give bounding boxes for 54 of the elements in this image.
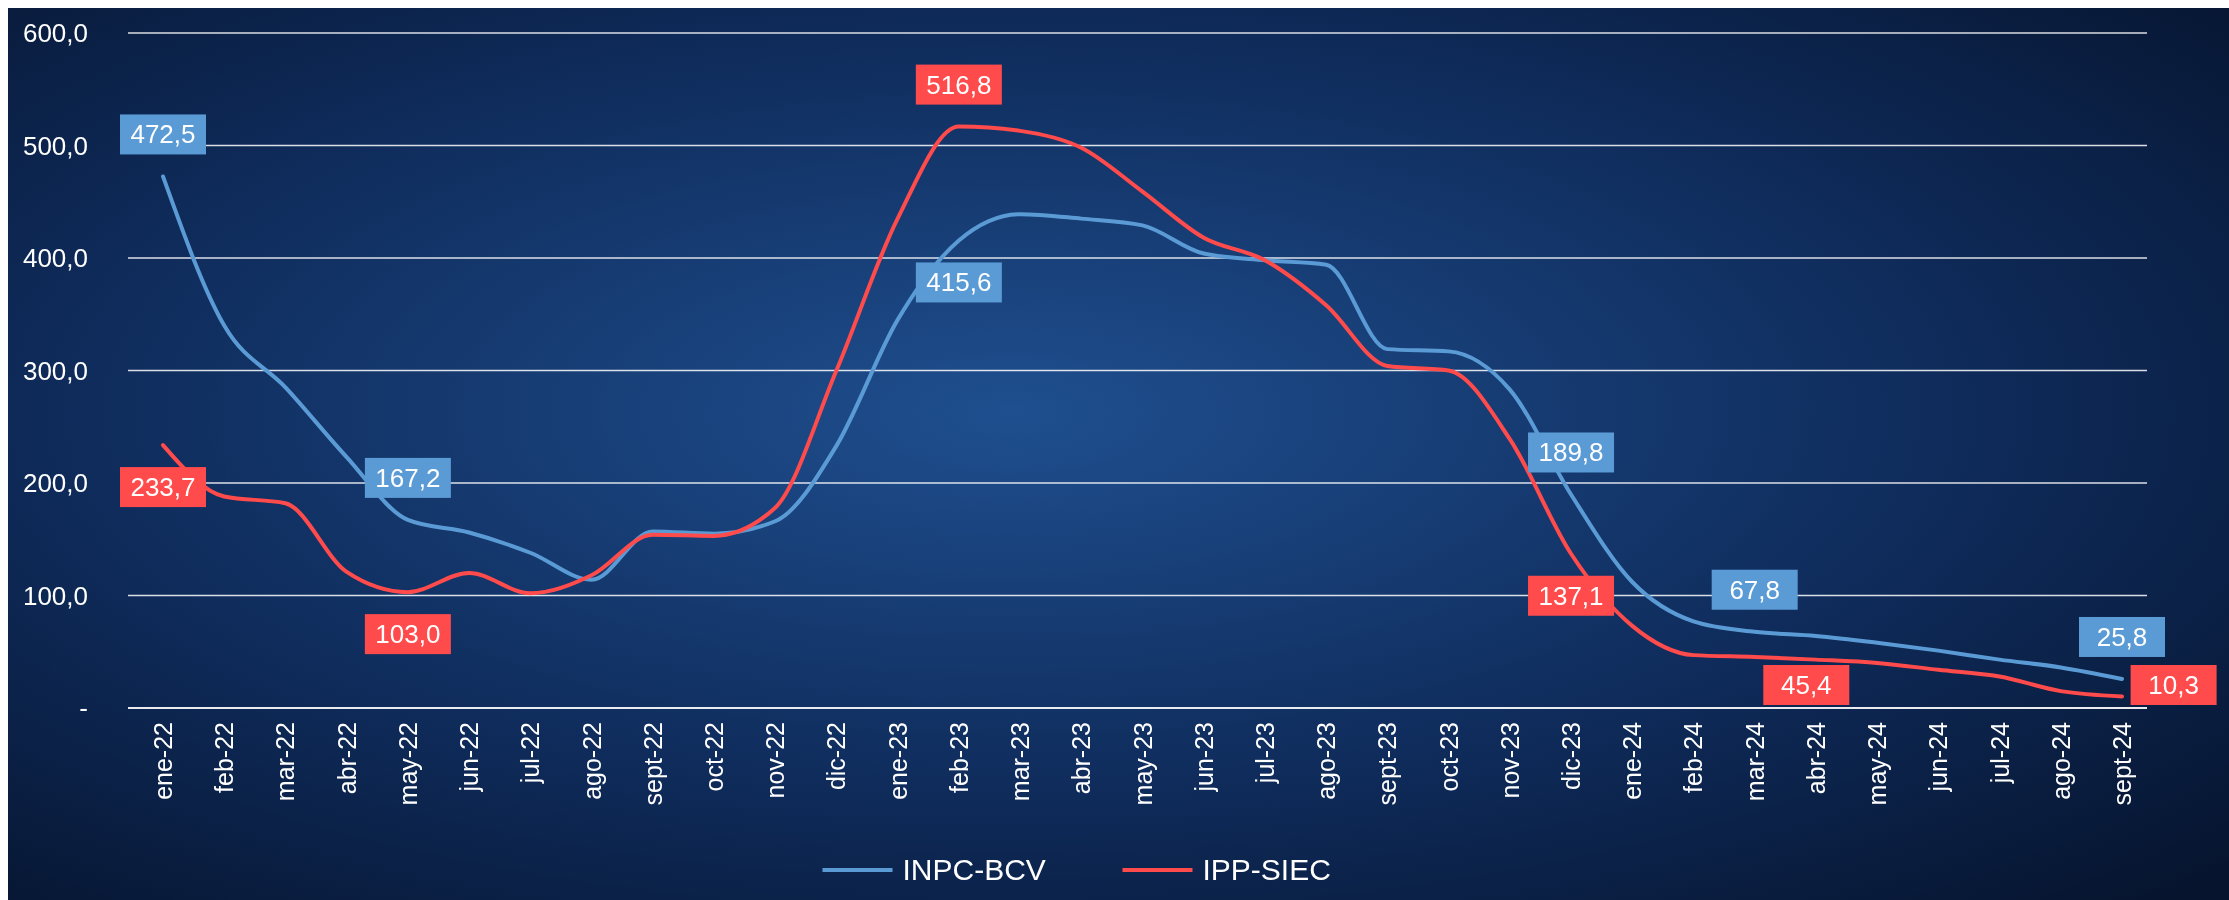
x-tick-label: ago-23	[1312, 722, 1341, 800]
x-tick-label: sept-22	[638, 722, 667, 806]
x-tick-label: mar-22	[271, 722, 300, 802]
data-label: 45,4	[1780, 670, 1832, 700]
legend-label: IPP-SIEC	[1202, 853, 1331, 886]
x-tick-label: oct-23	[1434, 722, 1463, 792]
legend-label: INPC-BCV	[902, 853, 1046, 886]
x-tick-label: nov-22	[761, 722, 790, 799]
x-tick-label: feb-23	[944, 722, 973, 793]
data-label: 67,8	[1729, 574, 1780, 605]
data-label: 189,8	[1538, 437, 1604, 468]
x-tick-label: jun-22	[455, 722, 484, 793]
x-tick-label: nov-23	[1495, 722, 1524, 799]
data-label: 103,0	[375, 619, 441, 650]
x-tick-label: abr-22	[332, 722, 361, 795]
x-tick-label: sept-23	[1373, 722, 1402, 806]
x-tick-label: may-23	[1128, 722, 1157, 806]
x-tick-label: abr-24	[1801, 721, 1830, 795]
x-tick-label: feb-24	[1679, 721, 1708, 793]
x-tick-label: mar-23	[1006, 722, 1035, 802]
x-tick-label: sept-24	[2108, 721, 2136, 806]
x-tick-label: dic-22	[822, 722, 851, 791]
x-tick-label: jul-22	[516, 722, 545, 785]
x-tick-label: feb-22	[210, 722, 239, 793]
x-tick-label: ene-23	[883, 722, 912, 800]
x-tick-label: dic-23	[1557, 722, 1586, 791]
data-label: 167,2	[375, 462, 441, 493]
y-tick-label: 600,0	[22, 18, 88, 48]
y-tick-label: 500,0	[22, 130, 88, 161]
x-tick-label: jul-23	[1250, 722, 1279, 785]
x-tick-label: may-22	[393, 722, 422, 806]
y-tick-label: -	[79, 693, 88, 723]
x-tick-label: mar-24	[1740, 721, 1769, 802]
x-tick-label: jun-23	[1189, 722, 1218, 793]
data-label: 25,8	[2096, 621, 2148, 652]
data-label: 10,3	[2148, 670, 2199, 700]
y-tick-label: 200,0	[22, 468, 88, 498]
y-tick-label: 400,0	[22, 243, 88, 273]
x-tick-label: ene-22	[149, 722, 177, 800]
x-tick-label: jun-24	[1924, 721, 1953, 793]
y-tick-label: 100,0	[22, 580, 88, 611]
x-tick-label: ago-22	[577, 722, 606, 800]
x-tick-label: jul-24	[1985, 721, 2014, 785]
x-tick-label: ago-24	[2046, 721, 2075, 800]
data-label: 137,1	[1538, 580, 1604, 611]
x-tick-label: ene-24	[1618, 721, 1647, 800]
x-tick-label: abr-23	[1067, 722, 1096, 795]
y-tick-label: 300,0	[22, 355, 88, 386]
data-label: 415,6	[926, 267, 992, 298]
x-tick-label: may-24	[1863, 721, 1892, 806]
x-tick-label: oct-22	[699, 722, 728, 792]
data-label: 233,7	[130, 472, 196, 503]
data-label: 516,8	[926, 69, 992, 100]
data-label: 472,5	[130, 119, 196, 150]
